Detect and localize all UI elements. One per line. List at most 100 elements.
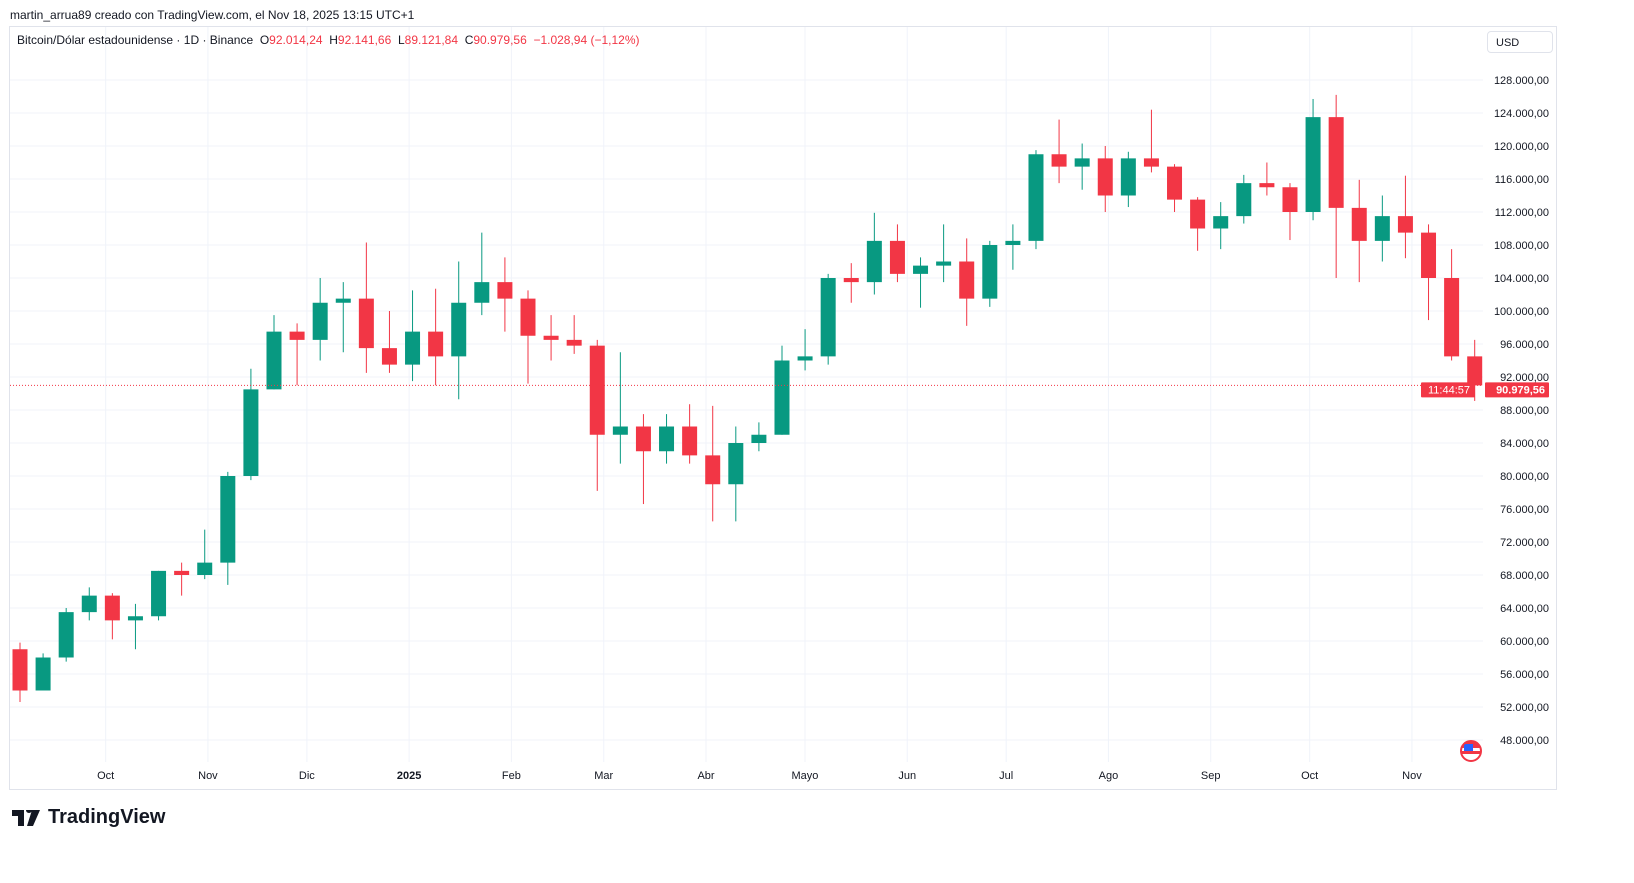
y-tick-label: 96.000,00 [1500,339,1549,351]
y-tick-label: 52.000,00 [1500,702,1549,714]
tradingview-logo: TradingView [12,806,165,829]
currency-button[interactable]: USD [1487,31,1553,53]
candle-body [866,240,882,283]
candle-body [243,389,259,476]
candle-body [1305,117,1321,212]
candle-body [428,331,444,357]
candle-body [889,240,905,274]
candle-body [682,426,698,456]
chart-panel [9,26,1557,790]
candle-body [1143,158,1159,167]
candle-body [1374,216,1390,241]
candle-body [474,282,490,303]
candle-body [1190,199,1206,229]
tradingview-logo-icon [12,809,40,826]
y-tick-label: 64.000,00 [1500,603,1549,615]
y-tick-label: 128.000,00 [1494,75,1549,87]
x-tick-label: Oct [1301,770,1318,782]
y-tick-label: 84.000,00 [1500,438,1549,450]
y-tick-label: 112.000,00 [1495,207,1549,219]
close-label: C [464,33,474,47]
y-tick-label: 80.000,00 [1500,471,1549,483]
candle-body [520,298,536,336]
y-tick-label: 116.000,00 [1495,174,1549,186]
candle-body [1213,216,1229,229]
candle-body [1351,207,1367,241]
candle-body [151,570,167,617]
candle-body [1074,158,1090,167]
candle-body [381,348,397,365]
low-label: L [397,33,405,47]
close-value: 90.979,56 [473,33,527,47]
y-tick-label: 72.000,00 [1500,537,1549,549]
symbol-legend: Bitcoin/Dólar estadounidense · 1D · Bina… [17,33,640,47]
x-tick-label: Jun [898,770,916,782]
candle-body [1120,158,1136,196]
candle-body [127,616,143,621]
last-price-badge [1485,382,1549,398]
candle-body [1097,158,1113,196]
bar-countdown: 11:44:57 [1428,384,1470,396]
candle-body [81,595,97,613]
candle-body [358,298,374,349]
y-tick-label: 56.000,00 [1500,669,1549,681]
candle-body [543,335,559,340]
x-tick-label: Ago [1099,770,1119,782]
candle-body [312,302,328,340]
y-tick-label: 104.000,00 [1494,273,1549,285]
candle-body [1328,117,1344,208]
candle-body [35,657,51,691]
y-tick-label: 120.000,00 [1494,141,1549,153]
us-flag-icon[interactable] [1460,740,1482,762]
candle-body [797,356,813,361]
x-tick-label: Nov [198,770,218,782]
candle-body [751,434,767,443]
y-tick-label: 60.000,00 [1500,636,1549,648]
candle-body [335,298,351,303]
x-tick-label: 2025 [397,770,421,782]
candle-body [1005,240,1021,245]
high-value: 92.141,66 [337,33,392,47]
y-tick-label: 48.000,00 [1500,735,1549,747]
y-tick-label: 124.000,00 [1494,108,1549,120]
candle-body [58,612,74,658]
y-tick-label: 100.000,00 [1494,306,1549,318]
candle-body [1444,278,1460,357]
candle-body [104,595,120,621]
x-tick-label: Feb [502,770,521,782]
x-tick-label: Mar [594,770,613,782]
candle-body [1051,154,1067,167]
x-tick-label: Nov [1402,770,1422,782]
y-tick-label: 92.000,00 [1500,372,1549,384]
candle-body [705,455,721,485]
candle-body [982,245,998,299]
candle-body [12,649,28,691]
candle-body [1167,166,1183,200]
candle-body [774,360,790,435]
candle-body [659,426,675,452]
candle-body [266,331,282,390]
bar-countdown-badge [1421,382,1475,398]
chart-credit: martin_arrua89 creado con TradingView.co… [10,8,415,22]
candle-body [913,265,929,274]
symbol-title[interactable]: Bitcoin/Dólar estadounidense · 1D · Bina… [17,33,254,47]
candle-body [497,282,513,299]
candle-body [959,261,975,299]
x-tick-label: Oct [97,770,114,782]
low-value: 89.121,84 [404,33,459,47]
y-tick-label: 76.000,00 [1500,504,1549,516]
candle-body [589,345,605,435]
candle-body [220,476,236,563]
open-value: 92.014,24 [269,33,323,47]
candle-body [612,426,628,435]
candle-body [728,443,744,485]
candle-body [635,426,651,452]
x-tick-label: Sep [1201,770,1221,782]
candle-body [1259,183,1275,188]
logo-text: TradingView [48,806,166,828]
open-label: O [259,33,270,47]
x-tick-label: Dic [299,770,315,782]
last-price-value: 90.979,56 [1496,384,1545,396]
candle-body [1421,232,1437,278]
